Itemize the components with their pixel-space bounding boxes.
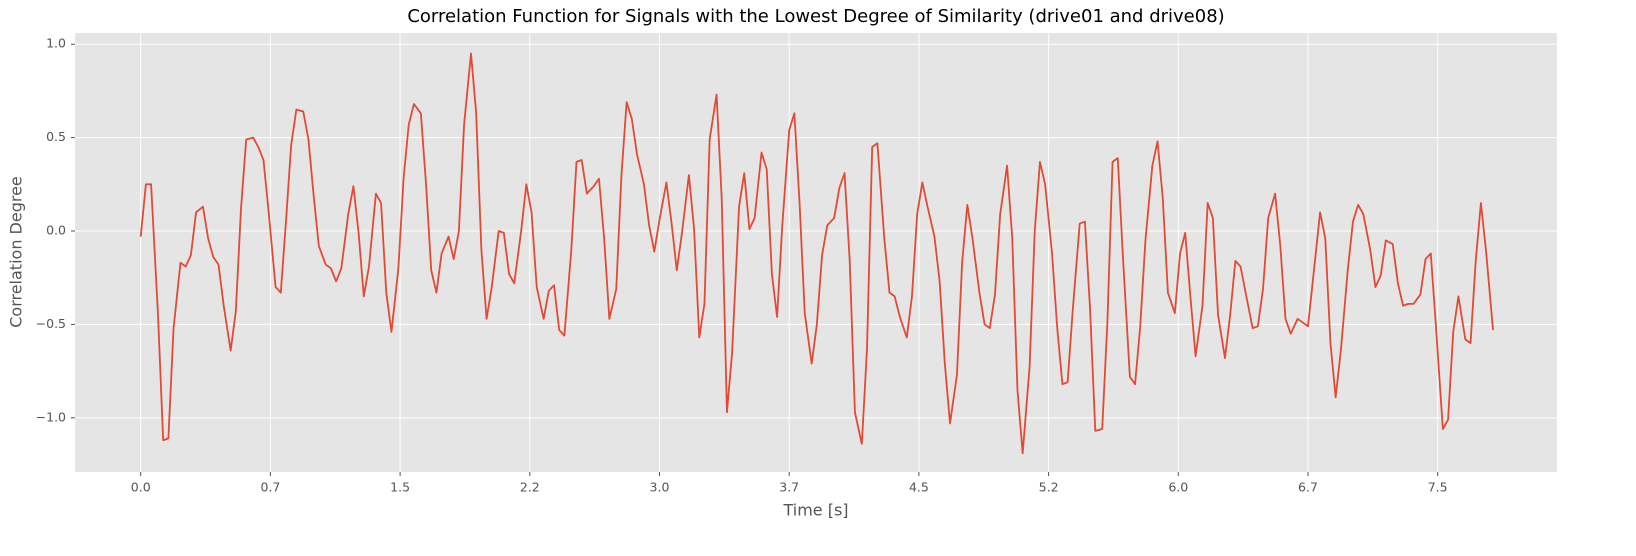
y-tick-label: −0.5 <box>36 316 66 331</box>
x-tick-label: 7.5 <box>1428 480 1448 495</box>
x-tick-label: 3.7 <box>779 480 799 495</box>
chart-title: Correlation Function for Signals with th… <box>407 6 1224 27</box>
x-tick-label: 0.7 <box>260 480 280 495</box>
y-tick-label: −1.0 <box>36 409 66 424</box>
x-tick-label: 6.7 <box>1298 480 1318 495</box>
x-axis-label: Time [s] <box>782 501 848 520</box>
x-tick-label: 4.5 <box>909 480 929 495</box>
x-tick-label: 0.0 <box>131 480 151 495</box>
x-tick-label: 5.2 <box>1039 480 1059 495</box>
y-tick-label: 0.0 <box>46 223 66 238</box>
y-tick-label: 1.0 <box>46 36 66 51</box>
x-tick-label: 2.2 <box>520 480 540 495</box>
y-tick-label: 0.5 <box>46 129 66 144</box>
plot-area <box>75 33 1557 472</box>
x-tick-label: 3.0 <box>650 480 670 495</box>
x-tick-label: 6.0 <box>1168 480 1188 495</box>
x-tick-label: 1.5 <box>390 480 410 495</box>
data-line <box>139 52 1494 455</box>
y-axis-label: Correlation Degree <box>7 176 26 328</box>
